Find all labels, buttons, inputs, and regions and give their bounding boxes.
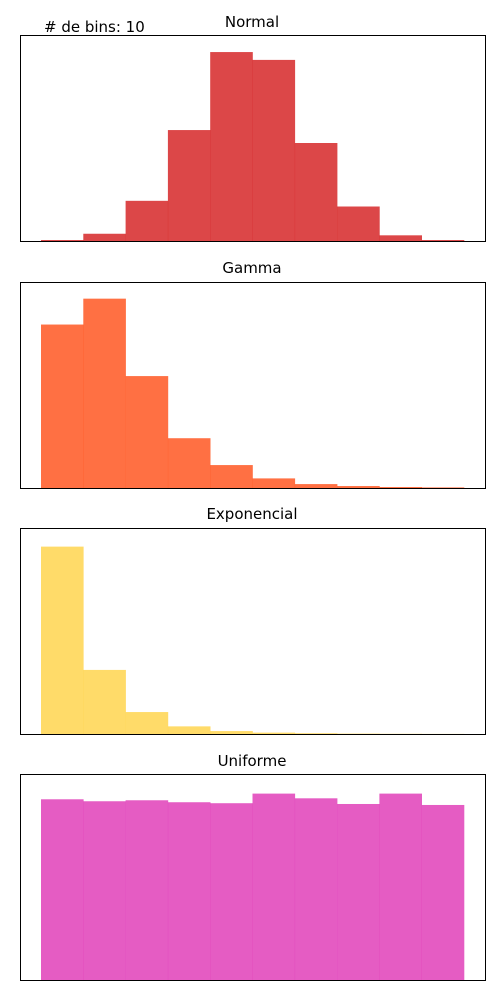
panel-title-normal: Normal — [225, 13, 279, 31]
histogram-bar — [294, 733, 338, 734]
panel-exponencial: Exponencial — [20, 505, 486, 735]
histogram-bar — [421, 240, 465, 241]
histogram-bar — [125, 800, 169, 980]
bars-gamma — [41, 298, 465, 488]
histogram-bar — [252, 793, 296, 980]
histogram-bar — [337, 486, 380, 488]
bins-annotation: # de bins: 10 — [44, 18, 145, 36]
histogram-bar — [294, 798, 338, 980]
histogram-bar — [83, 801, 126, 980]
histogram-bar — [125, 200, 169, 241]
histogram-bar — [41, 799, 84, 980]
histogram-bar — [379, 793, 422, 980]
histogram-bar — [379, 235, 422, 241]
histogram-bar — [252, 59, 296, 242]
histogram-bar — [167, 726, 211, 734]
histogram-bar — [379, 487, 422, 488]
histogram-bar — [41, 240, 84, 241]
histogram-bar — [294, 143, 338, 241]
panel-title-gamma: Gamma — [222, 259, 281, 277]
bars-uniforme — [41, 793, 465, 980]
axes-frame-normal — [20, 35, 486, 242]
axes-frame-exponencial — [20, 528, 486, 735]
panel-title-uniforme: Uniforme — [218, 752, 287, 770]
bars-normal — [41, 52, 465, 242]
histogram-bar — [83, 233, 126, 241]
histogram-bar — [83, 669, 126, 734]
histogram-bar — [83, 298, 126, 488]
histogram-bar — [210, 465, 253, 488]
histogram-bar — [167, 802, 211, 980]
histogram-bar — [421, 804, 465, 980]
histogram-bar — [210, 803, 253, 980]
histogram-bar — [337, 803, 380, 980]
histogram-bar — [167, 130, 211, 241]
histogram-bar — [125, 712, 169, 734]
axes-frame-uniforme — [20, 774, 486, 981]
histogram-bar — [252, 478, 296, 488]
histogram-bar — [252, 732, 296, 734]
panel-uniforme: Uniforme — [20, 752, 486, 981]
histogram-bar — [421, 487, 465, 488]
histogram-bar — [41, 324, 84, 488]
histogram-bar — [294, 484, 338, 488]
histogram-bar — [210, 731, 253, 734]
histogram-bar — [125, 376, 169, 488]
bars-exponencial — [41, 546, 465, 734]
panel-title-exponencial: Exponencial — [206, 505, 297, 523]
histogram-bar — [337, 206, 380, 241]
histogram-bar — [210, 52, 253, 242]
histogram-bar — [41, 546, 84, 734]
axes-frame-gamma — [20, 282, 486, 489]
panel-gamma: Gamma — [20, 259, 486, 489]
panel-normal: Normal — [20, 13, 486, 242]
histogram-bar — [167, 438, 211, 488]
